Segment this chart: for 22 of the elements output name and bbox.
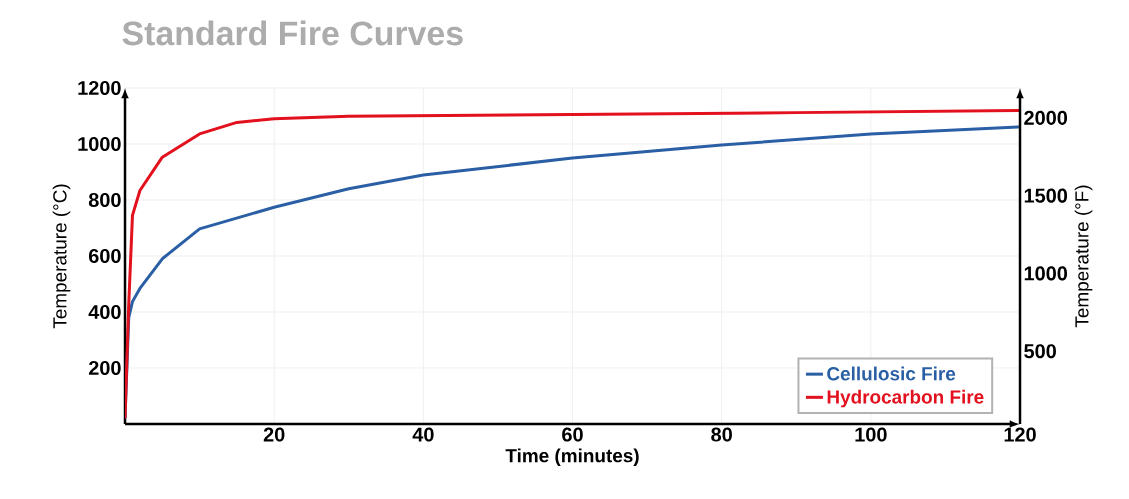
legend-label: Hydrocarbon Fire xyxy=(827,389,984,408)
x-tick-label: 60 xyxy=(562,427,583,442)
y2-tick-label: 1500 xyxy=(1024,188,1068,203)
y-tick-label: 400 xyxy=(88,304,121,320)
y-tick-label: 800 xyxy=(88,192,121,208)
y-axis-title: Temperature (°C) xyxy=(52,184,71,329)
y2-tick-label: 500 xyxy=(1024,344,1056,359)
y-tick-label: 1000 xyxy=(78,136,121,152)
legend-label: Cellulosic Fire xyxy=(827,366,956,381)
x-tick-label: 20 xyxy=(263,427,285,442)
x-tick-label: 40 xyxy=(412,427,434,442)
chart-title: Standard Fire Curves xyxy=(122,20,463,46)
y2-tick-label: 1000 xyxy=(1024,266,1068,281)
x-tick-label: 80 xyxy=(711,427,732,442)
y2-tick-label: 2000 xyxy=(1024,110,1068,125)
y2-axis-title: Temperature (°F) xyxy=(1074,185,1093,328)
y-tick-label: 1200 xyxy=(78,80,121,96)
x-tick-label: 120 xyxy=(1004,427,1036,442)
y-tick-label: 600 xyxy=(88,248,121,264)
y-tick-label: 200 xyxy=(88,360,121,376)
x-tick-label: 100 xyxy=(855,427,887,442)
x-axis-title: Time (minutes) xyxy=(505,448,639,467)
